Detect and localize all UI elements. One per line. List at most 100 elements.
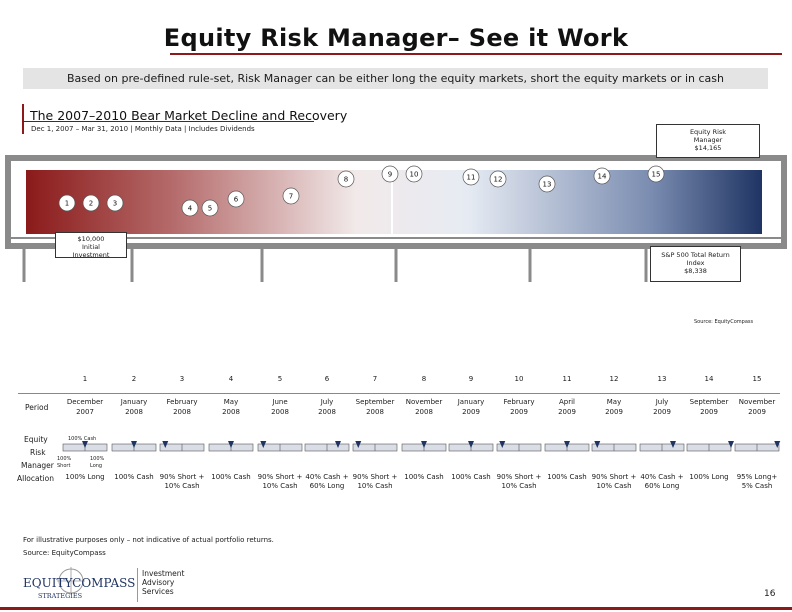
period-year: 2008 [318, 408, 336, 416]
allocation-pointer [335, 441, 341, 448]
logo-subtext: STRATEGIES [38, 592, 82, 600]
services-line-3: Services [142, 587, 174, 596]
initial-label-1: Initial [82, 243, 100, 251]
period-marker-label: 9 [388, 171, 392, 179]
period-marker [282, 187, 300, 205]
chart-title: The 2007–2010 Bear Market Decline and Re… [30, 108, 348, 123]
allocation-line-1: 90% Short + [352, 473, 398, 481]
period-month: February [503, 398, 535, 406]
allocation-line-1: 90% Short + [591, 473, 637, 481]
initial-label-2: Investment [72, 251, 110, 259]
allocation-line-1: 90% Short + [257, 473, 303, 481]
row-label-risk: Risk [30, 448, 46, 457]
erm-label-2: Manager [693, 136, 723, 144]
period-year: 2008 [366, 408, 384, 416]
period-marker-label: 12 [494, 176, 503, 184]
row-label-allocation: Allocation [17, 474, 54, 483]
period-marker-label: 5 [208, 205, 212, 213]
row-label-manager: Manager [21, 461, 54, 470]
sp500-value-callout: S&P 500 Total Return Index $8,338 [650, 246, 741, 282]
allocation-line-2: 60% Long [309, 482, 345, 490]
column-number: 2 [131, 375, 137, 383]
period-marker [106, 194, 124, 212]
period-marker [82, 194, 100, 212]
column-number: 14 [704, 375, 714, 383]
column-number: 5 [277, 375, 283, 383]
allocation-line-1: 100% Long [65, 473, 105, 481]
gauge-long-label: Long [90, 463, 103, 469]
allocation-line-2: 10% Cash [357, 482, 393, 490]
period-marker-label: 1 [65, 200, 69, 208]
chart-source: Source: EquityCompass [694, 319, 754, 325]
allocation-pointer [564, 441, 570, 448]
period-marker [405, 165, 423, 183]
period-year: 2008 [222, 408, 240, 416]
period-marker-label: 14 [598, 173, 607, 181]
period-marker-label: 11 [467, 174, 476, 182]
allocation-pointer [260, 441, 267, 448]
column-number: 15 [752, 375, 762, 383]
table-divider [18, 393, 780, 394]
period-month: November [405, 398, 443, 406]
allocation-pointer [594, 441, 601, 448]
allocation-pointer [162, 441, 169, 448]
erm-value-callout: Equity Risk Manager $14,165 [656, 124, 760, 158]
initial-investment-callout: $10,000 Initial Investment [55, 232, 127, 259]
allocation-gauge-strip [62, 441, 781, 452]
period-marker [58, 194, 76, 212]
column-number: 6 [324, 375, 330, 383]
allocation-line-1: 90% Short + [496, 473, 542, 481]
column-number: 7 [372, 375, 378, 383]
allocation-line-2: 60% Long [644, 482, 680, 490]
services-line-1: Investment [142, 569, 185, 578]
period-year: 2008 [125, 408, 143, 416]
period-marker [181, 199, 199, 217]
chart-frame [5, 155, 787, 282]
allocation-line-1: 100% Cash [404, 473, 444, 481]
equitycompass-logo: EQUITYCOMPASS STRATEGIES [23, 567, 135, 600]
erm-value: $14,165 [694, 144, 722, 152]
period-month: February [166, 398, 198, 406]
allocation-line-2: 10% Cash [262, 482, 298, 490]
period-marker [538, 175, 556, 193]
column-number: 10 [514, 375, 524, 383]
allocation-pointer [670, 441, 676, 448]
erm-label-1: Equity Risk [689, 128, 727, 136]
period-marker-label: 2 [89, 200, 93, 208]
column-number: 1 [82, 375, 88, 383]
allocation-line-1: 40% Cash + [305, 473, 349, 481]
allocation-pointer [468, 441, 474, 448]
sp500-label-1: S&P 500 Total Return [661, 251, 730, 259]
gauge-left-pct: 100% [57, 456, 72, 462]
allocation-line-1: 95% Long+ [736, 473, 778, 481]
row-label-period: Period [25, 403, 49, 412]
allocation-line-1: 100% Cash [211, 473, 251, 481]
period-month: July [655, 398, 669, 406]
period-marker [201, 199, 219, 217]
period-year: 2009 [653, 408, 671, 416]
period-month: January [457, 398, 485, 406]
period-month: January [120, 398, 148, 406]
initial-value: $10,000 [77, 235, 105, 243]
period-marker-label: 13 [543, 181, 552, 189]
period-marker [337, 170, 355, 188]
chart-title-underline [22, 121, 314, 122]
period-marker [462, 168, 480, 186]
period-marker [227, 190, 245, 208]
allocation-line-2: 10% Cash [596, 482, 632, 490]
column-number: 12 [609, 375, 619, 383]
period-marker-label: 8 [344, 176, 348, 184]
allocation-pointer [774, 441, 781, 448]
allocation-line-1: 100% Long [689, 473, 729, 481]
logo-text: EQUITYCOMPASS [23, 576, 135, 590]
allocation-pointer [421, 441, 427, 448]
page-number: 16 [764, 589, 776, 599]
allocation-pointer [131, 441, 137, 448]
allocation-line-1: 100% Cash [451, 473, 491, 481]
period-month: May [223, 398, 239, 406]
period-year: 2009 [700, 408, 718, 416]
period-month: May [606, 398, 622, 406]
period-year: 2009 [510, 408, 528, 416]
period-marker-label: 4 [188, 205, 193, 213]
